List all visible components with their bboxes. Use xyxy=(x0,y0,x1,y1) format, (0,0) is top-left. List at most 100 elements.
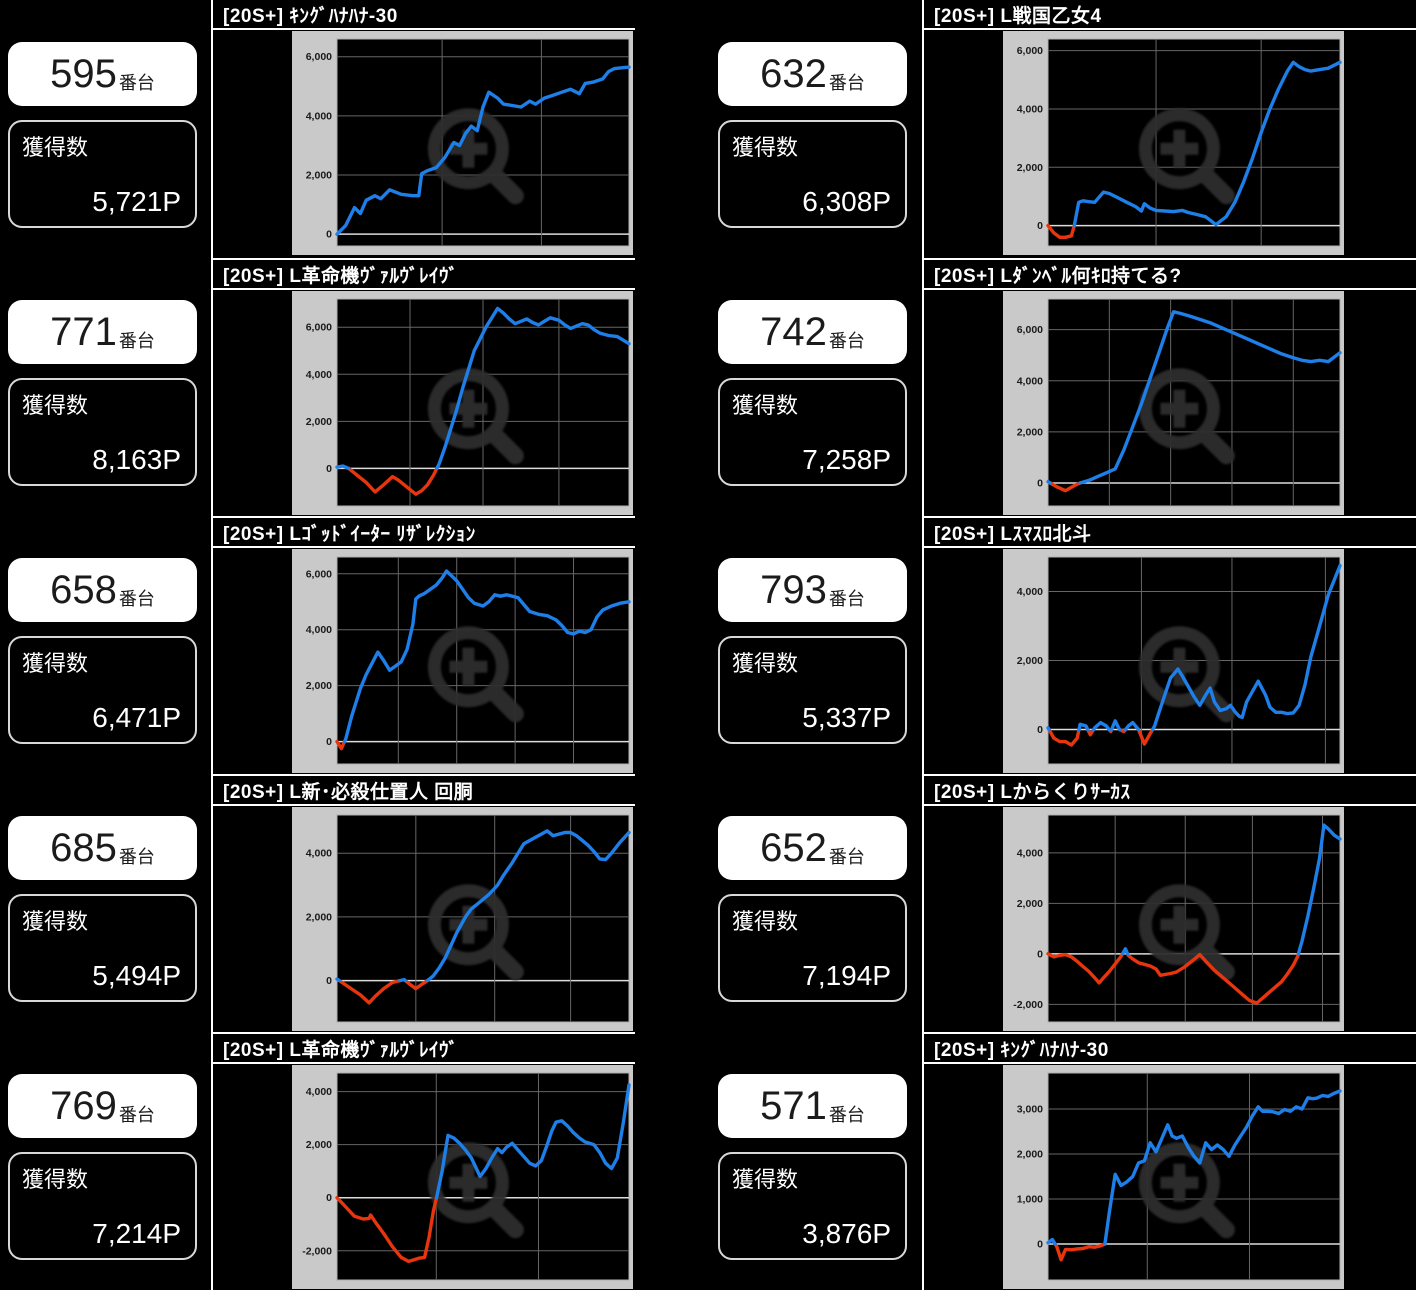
slump-chart: -2,000 0 2,000 4,000 xyxy=(1013,814,1342,1023)
chart-title: [20S+] Lｽﾏｽﾛ北斗 xyxy=(924,518,1416,548)
machine-number-box[interactable]: 742 番台 xyxy=(718,300,907,364)
y-axis-tick-label: 1,000 xyxy=(1017,1194,1043,1206)
points-value: 3,876P xyxy=(802,1218,891,1249)
chart-title: [20S+] Lｺﾞｯﾄﾞｲｰﾀｰ ﾘｻﾞﾚｸｼｮﾝ xyxy=(213,518,635,548)
line-series-positive xyxy=(1046,1089,1342,1246)
machine-number: 595 xyxy=(50,52,117,96)
y-axis-tick-label: 2,000 xyxy=(306,1139,332,1151)
column-separator-line xyxy=(211,0,213,1290)
chart-cell: [20S+] L革命機ｳﾞｧﾙｳﾞﾚｲｳﾞ -2,000 0 2,000 4,000 xyxy=(213,1032,635,1290)
points-label: 獲得数 xyxy=(22,909,89,934)
machine-number-box[interactable]: 771 番台 xyxy=(8,300,197,364)
magnifier-plus-icon xyxy=(427,626,524,723)
slump-graph-panel[interactable]: 0 2,000 4,000 xyxy=(1003,549,1344,773)
slump-chart: 0 2,000 4,000 6,000 xyxy=(1017,298,1342,507)
line-series-positive xyxy=(434,1083,631,1200)
column-left: 595 番台 獲得数 5,721P [20S+] ｷﾝｸﾞﾊﾅﾊﾅ-30 0 2,000 4,… xyxy=(0,0,635,1290)
points-value: 6,308P xyxy=(802,186,891,217)
points-label: 獲得数 xyxy=(732,393,799,418)
line-series-positive xyxy=(1046,563,1342,732)
points-box: 獲得数 8,163P xyxy=(8,378,197,486)
slump-chart: 0 2,000 4,000 6,000 xyxy=(306,38,631,247)
machine-number-box[interactable]: 632 番台 xyxy=(718,42,907,106)
machine-entry-row: 652 番台 獲得数 7,194P [20S+] Lからくりｻｰｶｽ -2,000 0 2,0… xyxy=(710,774,1416,1032)
machine-number-unit: 番台 xyxy=(828,847,865,867)
y-axis-tick-label: 4,000 xyxy=(1017,847,1043,859)
line-series-positive xyxy=(1046,310,1342,485)
machine-number-unit: 番台 xyxy=(118,73,155,93)
line-series-negative xyxy=(1047,727,1155,747)
slump-chart: 0 1,000 2,000 3,000 xyxy=(1017,1072,1342,1281)
magnifier-plus-icon xyxy=(427,1142,524,1239)
machine-number-box[interactable]: 793 番台 xyxy=(718,558,907,622)
machine-number-unit: 番台 xyxy=(828,331,865,351)
y-axis-tick-label: 0 xyxy=(326,463,332,475)
machine-number-unit: 番台 xyxy=(118,331,155,351)
slump-graph-panel[interactable]: -2,000 0 2,000 4,000 xyxy=(1003,807,1344,1031)
y-axis-tick-label: 2,000 xyxy=(306,680,332,692)
points-value: 5,337P xyxy=(802,702,891,733)
machine-number: 771 xyxy=(50,310,117,354)
points-value: 5,721P xyxy=(92,186,181,217)
machine-info-panel: 769 番台 獲得数 7,214P xyxy=(0,1032,211,1290)
points-label: 獲得数 xyxy=(22,1167,89,1192)
machine-number-box[interactable]: 571 番台 xyxy=(718,1074,907,1138)
slump-graph-panel[interactable]: 0 1,000 2,000 3,000 xyxy=(1003,1065,1344,1289)
slump-graph-panel[interactable]: 0 2,000 4,000 xyxy=(292,807,633,1031)
chart-cell: [20S+] ｷﾝｸﾞﾊﾅﾊﾅ-30 0 1,000 2,000 3,000 xyxy=(924,1032,1416,1290)
y-axis-tick-label: 6,000 xyxy=(306,322,332,334)
line-series-positive xyxy=(335,65,631,236)
slump-graph-panel[interactable]: 0 2,000 4,000 6,000 xyxy=(292,549,633,773)
column-right: 632 番台 獲得数 6,308P [20S+] L戦国乙女4 0 2,000 4,000 6,… xyxy=(710,0,1416,1290)
machine-number-unit: 番台 xyxy=(828,1105,865,1125)
machine-info-panel: 652 番台 獲得数 7,194P xyxy=(710,774,921,1032)
machine-number-box[interactable]: 658 番台 xyxy=(8,558,197,622)
machine-entry-row: 769 番台 獲得数 7,214P [20S+] L革命機ｳﾞｧﾙｳﾞﾚｲｳﾞ -2,00… xyxy=(0,1032,635,1290)
y-axis-tick-label: 4,000 xyxy=(306,848,332,860)
line-series-positive xyxy=(335,306,631,471)
points-box: 獲得数 6,471P xyxy=(8,636,197,744)
machine-info-panel: 742 番台 獲得数 7,258P xyxy=(710,258,921,516)
line-series-positive xyxy=(342,569,631,744)
y-axis-tick-label: 0 xyxy=(1037,724,1043,736)
machine-number-box[interactable]: 769 番台 xyxy=(8,1074,197,1138)
y-axis-tick-label: 2,000 xyxy=(1017,426,1043,438)
magnifier-plus-icon xyxy=(1138,1142,1235,1239)
machine-entry-row: 595 番台 獲得数 5,721P [20S+] ｷﾝｸﾞﾊﾅﾊﾅ-30 0 2,000 4,… xyxy=(0,0,635,258)
line-series-negative xyxy=(1053,1242,1107,1262)
line-series-negative xyxy=(347,466,439,496)
machine-number: 742 xyxy=(760,310,827,354)
slump-chart: 0 2,000 4,000 6,000 xyxy=(306,556,631,765)
slump-graph-panel[interactable]: 0 2,000 4,000 6,000 xyxy=(1003,291,1344,515)
y-axis-tick-label: 2,000 xyxy=(1017,162,1043,174)
slump-graph-panel[interactable]: 0 2,000 4,000 6,000 xyxy=(292,31,633,255)
chart-cell: [20S+] L新･必殺仕置人 回胴 0 2,000 4,000 xyxy=(213,774,635,1032)
machine-number-unit: 番台 xyxy=(118,847,155,867)
y-axis-tick-label: -2,000 xyxy=(302,1245,332,1257)
machine-number-box[interactable]: 595 番台 xyxy=(8,42,197,106)
points-label: 獲得数 xyxy=(732,651,799,676)
line-series-negative xyxy=(337,978,430,1005)
slump-graph-panel[interactable]: -2,000 0 2,000 4,000 xyxy=(292,1065,633,1289)
machine-number-box[interactable]: 685 番台 xyxy=(8,816,197,880)
y-axis-tick-label: 0 xyxy=(326,229,332,241)
chart-title: [20S+] L新･必殺仕置人 回胴 xyxy=(213,776,635,806)
chart-cell: [20S+] ｷﾝｸﾞﾊﾅﾊﾅ-30 0 2,000 4,000 6,000 xyxy=(213,0,635,258)
chart-title: [20S+] Lからくりｻｰｶｽ xyxy=(924,776,1416,806)
machine-entry-row: 571 番台 獲得数 3,876P [20S+] ｷﾝｸﾞﾊﾅﾊﾅ-30 0 1,000 2,… xyxy=(710,1032,1416,1290)
y-axis-tick-label: 6,000 xyxy=(306,568,332,580)
points-value: 6,471P xyxy=(92,702,181,733)
chart-title: [20S+] ｷﾝｸﾞﾊﾅﾊﾅ-30 xyxy=(213,0,635,30)
machine-info-panel: 685 番台獲得数 5,494P xyxy=(0,774,211,1032)
y-axis-tick-label: 0 xyxy=(1037,478,1043,490)
y-axis-tick-label: 0 xyxy=(326,736,332,748)
points-label: 獲得数 xyxy=(732,135,799,160)
magnifier-plus-icon xyxy=(427,108,524,205)
chart-title: [20S+] L革命機ｳﾞｧﾙｳﾞﾚｲｳﾞ xyxy=(213,260,635,290)
machine-number-box[interactable]: 652 番台 xyxy=(718,816,907,880)
slump-graph-panel[interactable]: 0 2,000 4,000 6,000 xyxy=(292,291,633,515)
line-series-negative xyxy=(335,1196,439,1264)
slump-graph-panel[interactable]: 0 2,000 4,000 6,000 xyxy=(1003,31,1344,255)
points-value: 5,494P xyxy=(92,960,181,991)
